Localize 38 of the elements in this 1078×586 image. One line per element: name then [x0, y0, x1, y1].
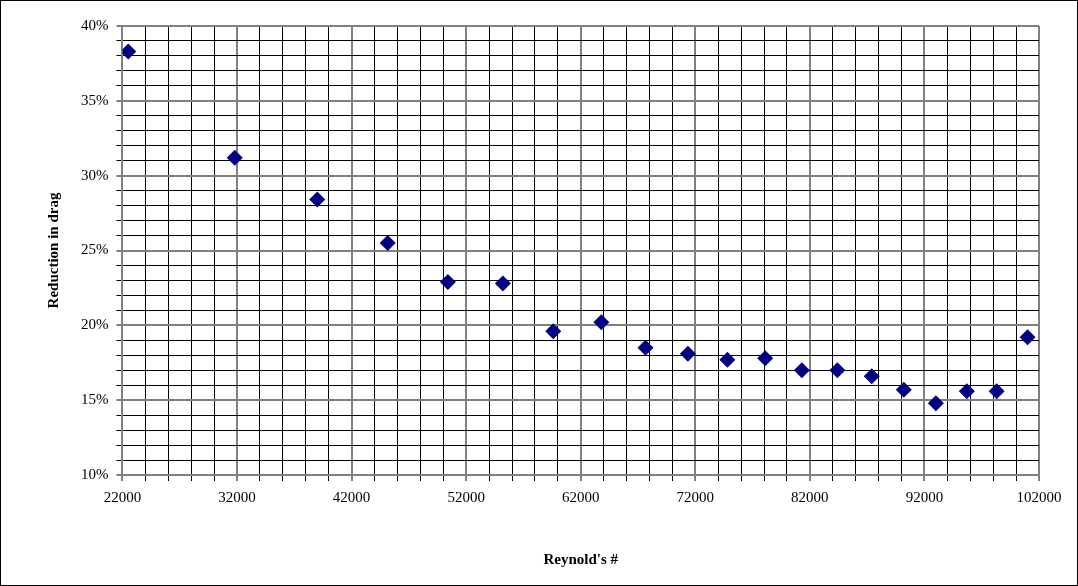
point [309, 191, 326, 208]
point [439, 273, 456, 290]
x-tick-label: 52000 [447, 488, 485, 505]
point [793, 362, 810, 379]
point [719, 351, 736, 368]
point [958, 383, 975, 400]
point [494, 275, 511, 292]
point [593, 314, 610, 331]
point [757, 350, 774, 367]
x-tick-label: 72000 [676, 488, 715, 505]
x-tick-label: 42000 [332, 488, 371, 505]
point [927, 395, 944, 412]
y-tick-label: 25% [81, 241, 109, 258]
x-tick-label: 22000 [103, 488, 142, 505]
point [863, 368, 880, 385]
x-tick-label: 32000 [218, 488, 256, 505]
y-tick-label: 15% [81, 391, 109, 408]
y-axis-title: Reduction in drag [44, 192, 61, 309]
point [637, 339, 654, 356]
point [1019, 329, 1036, 346]
point [545, 323, 562, 340]
point [122, 43, 137, 60]
x-tick-label: 92000 [905, 488, 944, 505]
y-tick-label: 40% [81, 16, 109, 33]
y-tick-label: 35% [81, 91, 109, 108]
point [895, 381, 912, 398]
point [988, 383, 1005, 400]
point [829, 362, 846, 379]
y-tick-label: 30% [81, 166, 109, 183]
y-tick-label: 10% [81, 465, 109, 482]
point [379, 235, 396, 252]
x-tick-label: 62000 [562, 488, 600, 505]
x-tick-label: 102000 [1016, 488, 1062, 505]
x-axis-title: Reynold's # [543, 550, 619, 567]
point [679, 345, 696, 362]
point [226, 149, 243, 166]
x-tick-label: 82000 [791, 488, 829, 505]
y-tick-label: 20% [81, 316, 109, 333]
